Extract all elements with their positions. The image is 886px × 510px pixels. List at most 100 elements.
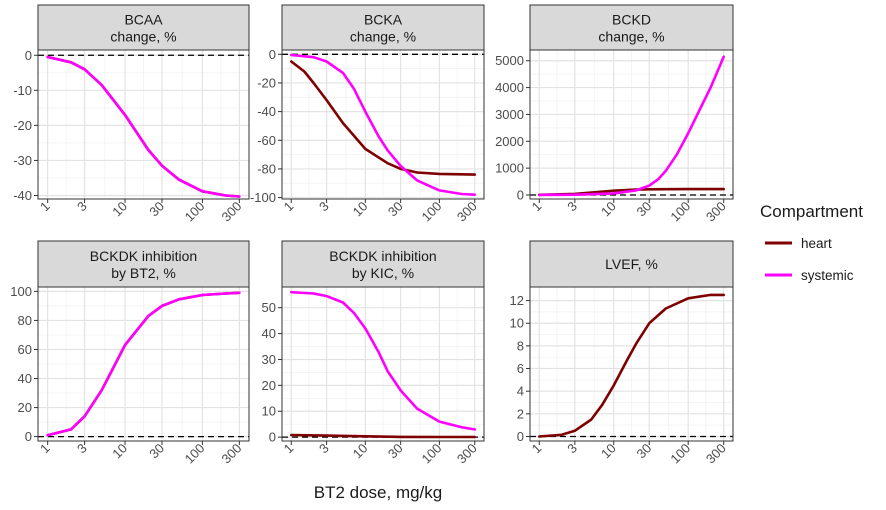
y-tick-label: -80	[257, 161, 276, 176]
x-tick-label: 100	[182, 199, 208, 225]
panel-bckdk-inhibition-by-kic-strip-label: BCKDK inhibition	[329, 248, 436, 264]
panel-lvef-border	[529, 286, 734, 442]
panel-lvef-strip-label: LVEF, %	[605, 256, 658, 272]
y-tick-label: 2000	[495, 134, 524, 149]
y-tick-label: 0	[517, 187, 524, 202]
panel-bckd-change-border	[529, 49, 734, 200]
y-tick-label: -40	[13, 188, 32, 203]
y-tick-label: 80	[18, 313, 32, 328]
panel-bcaa-change-strip	[37, 4, 250, 51]
panel-bckdk-inhibition-by-bt2-strip-label: BCKDK inhibition	[90, 248, 197, 264]
x-tick-label: 30	[385, 199, 406, 220]
series-line-systemic	[537, 55, 726, 197]
x-tick-label: 100	[182, 441, 208, 467]
x-tick-label: 100	[667, 199, 693, 225]
y-tick-label: -10	[13, 83, 32, 98]
panel-bckdk-inhibition-by-bt2-border	[37, 286, 250, 442]
x-tick-label: 1	[37, 441, 53, 457]
x-tick-label: 1	[281, 441, 297, 457]
x-axis-title: BT2 dose, mg/kg	[314, 483, 443, 502]
y-tick-label: 0	[269, 430, 276, 445]
x-tick-label: 3	[316, 199, 332, 215]
x-tick-label: 300	[703, 441, 729, 467]
series-line-systemic	[46, 291, 241, 437]
y-tick-label: -30	[13, 153, 32, 168]
x-tick-label: 30	[146, 441, 167, 462]
y-tick-label: -20	[13, 118, 32, 133]
x-tick-label: 10	[350, 199, 371, 220]
y-tick-label: -20	[257, 75, 276, 90]
panel-bckdk-inhibition-by-kic-border	[281, 286, 485, 442]
x-tick-label: 3	[74, 441, 90, 457]
y-tick-label: -40	[257, 104, 276, 119]
legend-title: Compartment	[760, 202, 863, 221]
legend-label-systemic: systemic	[801, 268, 854, 283]
x-tick-label: 300	[703, 199, 729, 225]
x-tick-label: 3	[316, 441, 332, 457]
series-line-systemic	[46, 55, 241, 198]
x-tick-label: 30	[634, 199, 655, 220]
y-tick-label: 2	[517, 406, 524, 421]
y-tick-label: 0	[25, 429, 32, 444]
series-line-systemic	[289, 53, 477, 196]
x-tick-label: 1	[529, 199, 545, 215]
panel-bckd-change-strip-label: change, %	[598, 29, 664, 45]
y-tick-label: 50	[262, 300, 276, 315]
series-line-heart	[289, 60, 477, 176]
y-tick-label: 100	[10, 284, 32, 299]
y-tick-label: 0	[517, 429, 524, 444]
y-tick-label: 40	[18, 371, 32, 386]
panel-bckdk-inhibition-by-bt2-strip-label: by BT2, %	[111, 265, 176, 281]
series-line-systemic	[289, 290, 477, 431]
x-tick-label: 300	[219, 199, 245, 225]
y-tick-label: -100	[250, 190, 276, 205]
y-tick-label: 12	[510, 293, 524, 308]
panel-lvef: LVEF, % 0 2 4 6 8 10 12 1 3 10 30 100 300	[510, 240, 734, 467]
panel-bckd-change-strip-label: BCKD	[612, 12, 651, 28]
panel-bcaa-change-strip-label: BCAA	[124, 12, 163, 28]
x-tick-label: 3	[74, 199, 90, 215]
y-tick-label: 3000	[495, 107, 524, 122]
y-tick-label: -60	[257, 133, 276, 148]
y-tick-label: 20	[262, 378, 276, 393]
x-tick-label: 3	[564, 441, 580, 457]
panel-bcaa-change-border	[37, 49, 250, 200]
legend-label-heart: heart	[801, 236, 832, 251]
y-tick-label: 10	[262, 404, 276, 419]
panel-bckdk-inhibition-by-kic-strip	[281, 240, 485, 288]
x-tick-label: 1	[529, 441, 545, 457]
x-tick-label: 10	[598, 199, 619, 220]
y-tick-label: 4000	[495, 80, 524, 95]
y-tick-label: 10	[510, 316, 524, 331]
x-tick-label: 300	[454, 441, 480, 467]
panel-bcka-change-border	[281, 49, 485, 200]
x-tick-label: 3	[564, 199, 580, 215]
y-tick-label: 6	[517, 361, 524, 376]
x-tick-label: 1	[37, 199, 53, 215]
x-tick-label: 10	[598, 441, 619, 462]
x-tick-label: 300	[454, 199, 480, 225]
y-tick-label: 20	[18, 400, 32, 415]
x-tick-label: 10	[109, 441, 130, 462]
y-tick-label: 0	[25, 48, 32, 63]
y-tick-label: 1000	[495, 161, 524, 176]
x-tick-label: 30	[634, 441, 655, 462]
x-tick-label: 10	[109, 199, 130, 220]
y-tick-label: 60	[18, 342, 32, 357]
x-tick-label: 100	[419, 441, 445, 467]
y-tick-label: 30	[262, 352, 276, 367]
series-line-heart	[289, 433, 477, 439]
x-tick-label: 10	[350, 441, 371, 462]
y-tick-label: 0	[269, 47, 276, 62]
x-tick-label: 30	[146, 199, 167, 220]
x-tick-label: 100	[419, 199, 445, 225]
panel-bcaa-change-strip-label: change, %	[110, 29, 176, 45]
panel-bckdk-inhibition-by-bt2-strip	[37, 240, 250, 288]
